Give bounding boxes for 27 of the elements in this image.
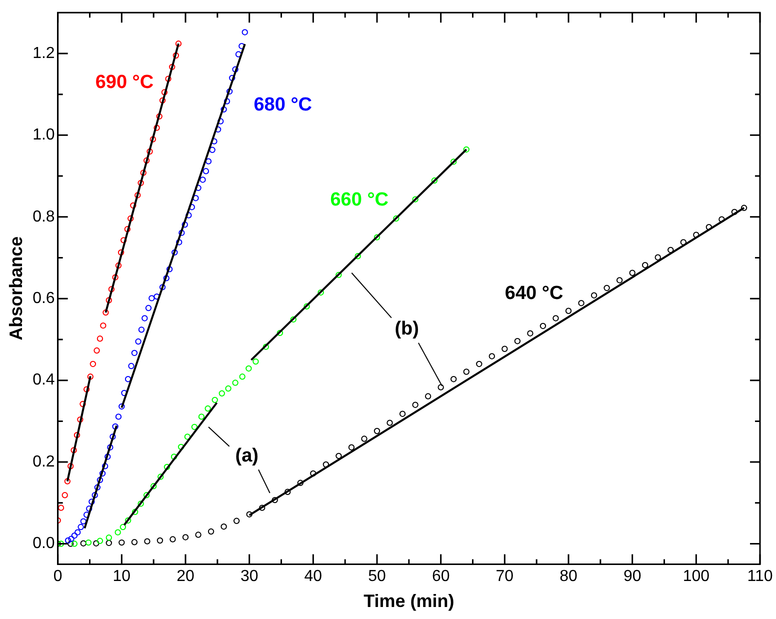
x-axis-title: Time (min): [364, 591, 454, 612]
series-label: 680 °C: [254, 94, 312, 116]
annotation: (a): [235, 445, 258, 466]
y-tick-label: 0.2: [32, 453, 55, 470]
x-tick-label: 40: [304, 568, 322, 586]
x-tick-label: 30: [240, 568, 258, 586]
x-tick-label: 10: [112, 568, 131, 586]
y-axis-title: Absorbance: [6, 236, 26, 340]
y-tick-label: 0.0: [32, 535, 55, 552]
annotation: (b): [394, 318, 419, 340]
series-label: 660 °C: [330, 190, 389, 211]
x-tick-label: 50: [368, 568, 386, 586]
x-tick-label: 110: [747, 568, 773, 586]
x-tick-label: 60: [432, 568, 450, 586]
x-tick-label: 90: [623, 568, 642, 586]
y-tick-label: 1.2: [32, 44, 55, 62]
x-tick-label: 70: [496, 568, 514, 586]
x-tick-label: 80: [560, 568, 578, 586]
x-tick-label: 0: [53, 568, 62, 586]
y-tick-label: 0.6: [32, 290, 55, 308]
y-tick-label: 0.4: [32, 372, 55, 389]
series-label: 640 °C: [504, 283, 564, 304]
y-tick-label: 0.8: [32, 208, 55, 226]
x-tick-label: 100: [682, 568, 710, 586]
series-label: 690 °C: [95, 72, 154, 93]
x-tick-label: 20: [176, 568, 195, 586]
y-tick-label: 1.0: [32, 126, 55, 144]
